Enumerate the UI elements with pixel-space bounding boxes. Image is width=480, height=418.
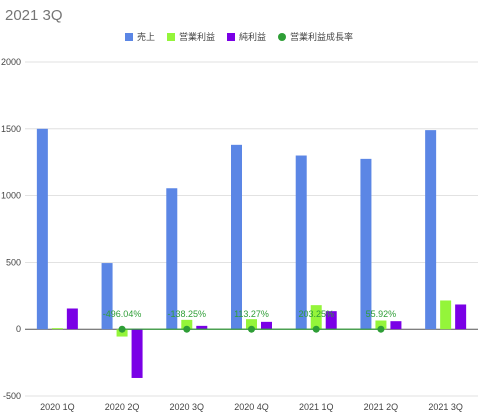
x-axis: 2020 1Q 2020 2Q 2020 3Q 2020 4Q 2021 1Q 2021 …: [40, 402, 463, 412]
legend-swatch-1: [167, 33, 175, 41]
bar-0-1: [101, 263, 113, 330]
legend-label-3: 営業利益成長率: [290, 31, 353, 42]
y-axis: -500 0 500 1000 1500 2000: [1, 57, 21, 401]
bar-0-4: [295, 155, 307, 330]
bar-0-5: [360, 158, 372, 330]
y-tick-label: 0: [16, 324, 21, 334]
bar-2-4: [325, 311, 337, 330]
bar-1-5: [375, 320, 387, 330]
y-tick-label: 2000: [1, 57, 21, 67]
bar-1-3: [246, 319, 257, 330]
x-tick-label: 2020 2Q: [105, 402, 140, 412]
bar-0-6: [425, 130, 437, 330]
x-tick-label: 2021 1Q: [299, 402, 334, 412]
legend-swatch-2: [227, 33, 235, 41]
bar-2-2: [196, 325, 208, 330]
bar-1-2: [181, 319, 193, 330]
bar-2-1: [131, 329, 143, 378]
bar-1-6: [440, 300, 452, 330]
growth-rate-label: 113.27%: [234, 309, 269, 319]
bar-1-1: [116, 329, 128, 337]
growth-rate-point: [377, 325, 385, 333]
x-tick-label: 2020 3Q: [170, 402, 205, 412]
x-tick-label: 2021 3Q: [428, 402, 463, 412]
bar-1-4: [310, 305, 322, 330]
legend-label-0: 売上: [137, 31, 155, 42]
y-tick-label: 1000: [1, 191, 21, 201]
bar-2-3: [261, 321, 272, 330]
growth-rate-point: [118, 325, 126, 333]
y-tick-label: 1500: [1, 124, 21, 134]
growth-rate-label: -496.04%: [103, 309, 142, 319]
growth-rate-point: [248, 325, 255, 333]
bar-0-0: [36, 128, 48, 330]
growth-rate-point: [312, 325, 320, 333]
bar-0-2: [166, 188, 178, 330]
legend-label-2: 純利益: [239, 31, 266, 42]
chart-title: 2021 3Q: [5, 7, 63, 24]
legend-swatch-0: [125, 33, 133, 41]
gridlines: [25, 61, 478, 397]
growth-rate-series: -496.04% -138.25% 113.27% 203.25% 55.92%: [103, 309, 396, 333]
x-tick-label: 2020 4Q: [234, 402, 269, 412]
y-tick-label: -500: [3, 391, 21, 401]
legend-label-1: 営業利益: [179, 31, 215, 42]
growth-rate-label: 203.25%: [298, 309, 334, 319]
bars: [36, 128, 467, 378]
x-tick-label: 2021 2Q: [364, 402, 399, 412]
growth-rate-label: 55.92%: [366, 309, 397, 319]
bar-0-3: [231, 144, 242, 330]
growth-rate-label: -138.25%: [168, 309, 207, 319]
x-tick-label: 2020 1Q: [40, 402, 75, 412]
bar-1-0: [51, 328, 63, 330]
legend: 売上 営業利益 純利益 営業利益成長率: [125, 31, 353, 42]
bar-2-0: [66, 308, 78, 330]
growth-rate-point: [183, 325, 191, 333]
bar-2-6: [455, 304, 467, 330]
legend-swatch-3: [278, 33, 286, 41]
y-tick-label: 500: [6, 257, 21, 267]
bar-2-5: [390, 321, 402, 330]
